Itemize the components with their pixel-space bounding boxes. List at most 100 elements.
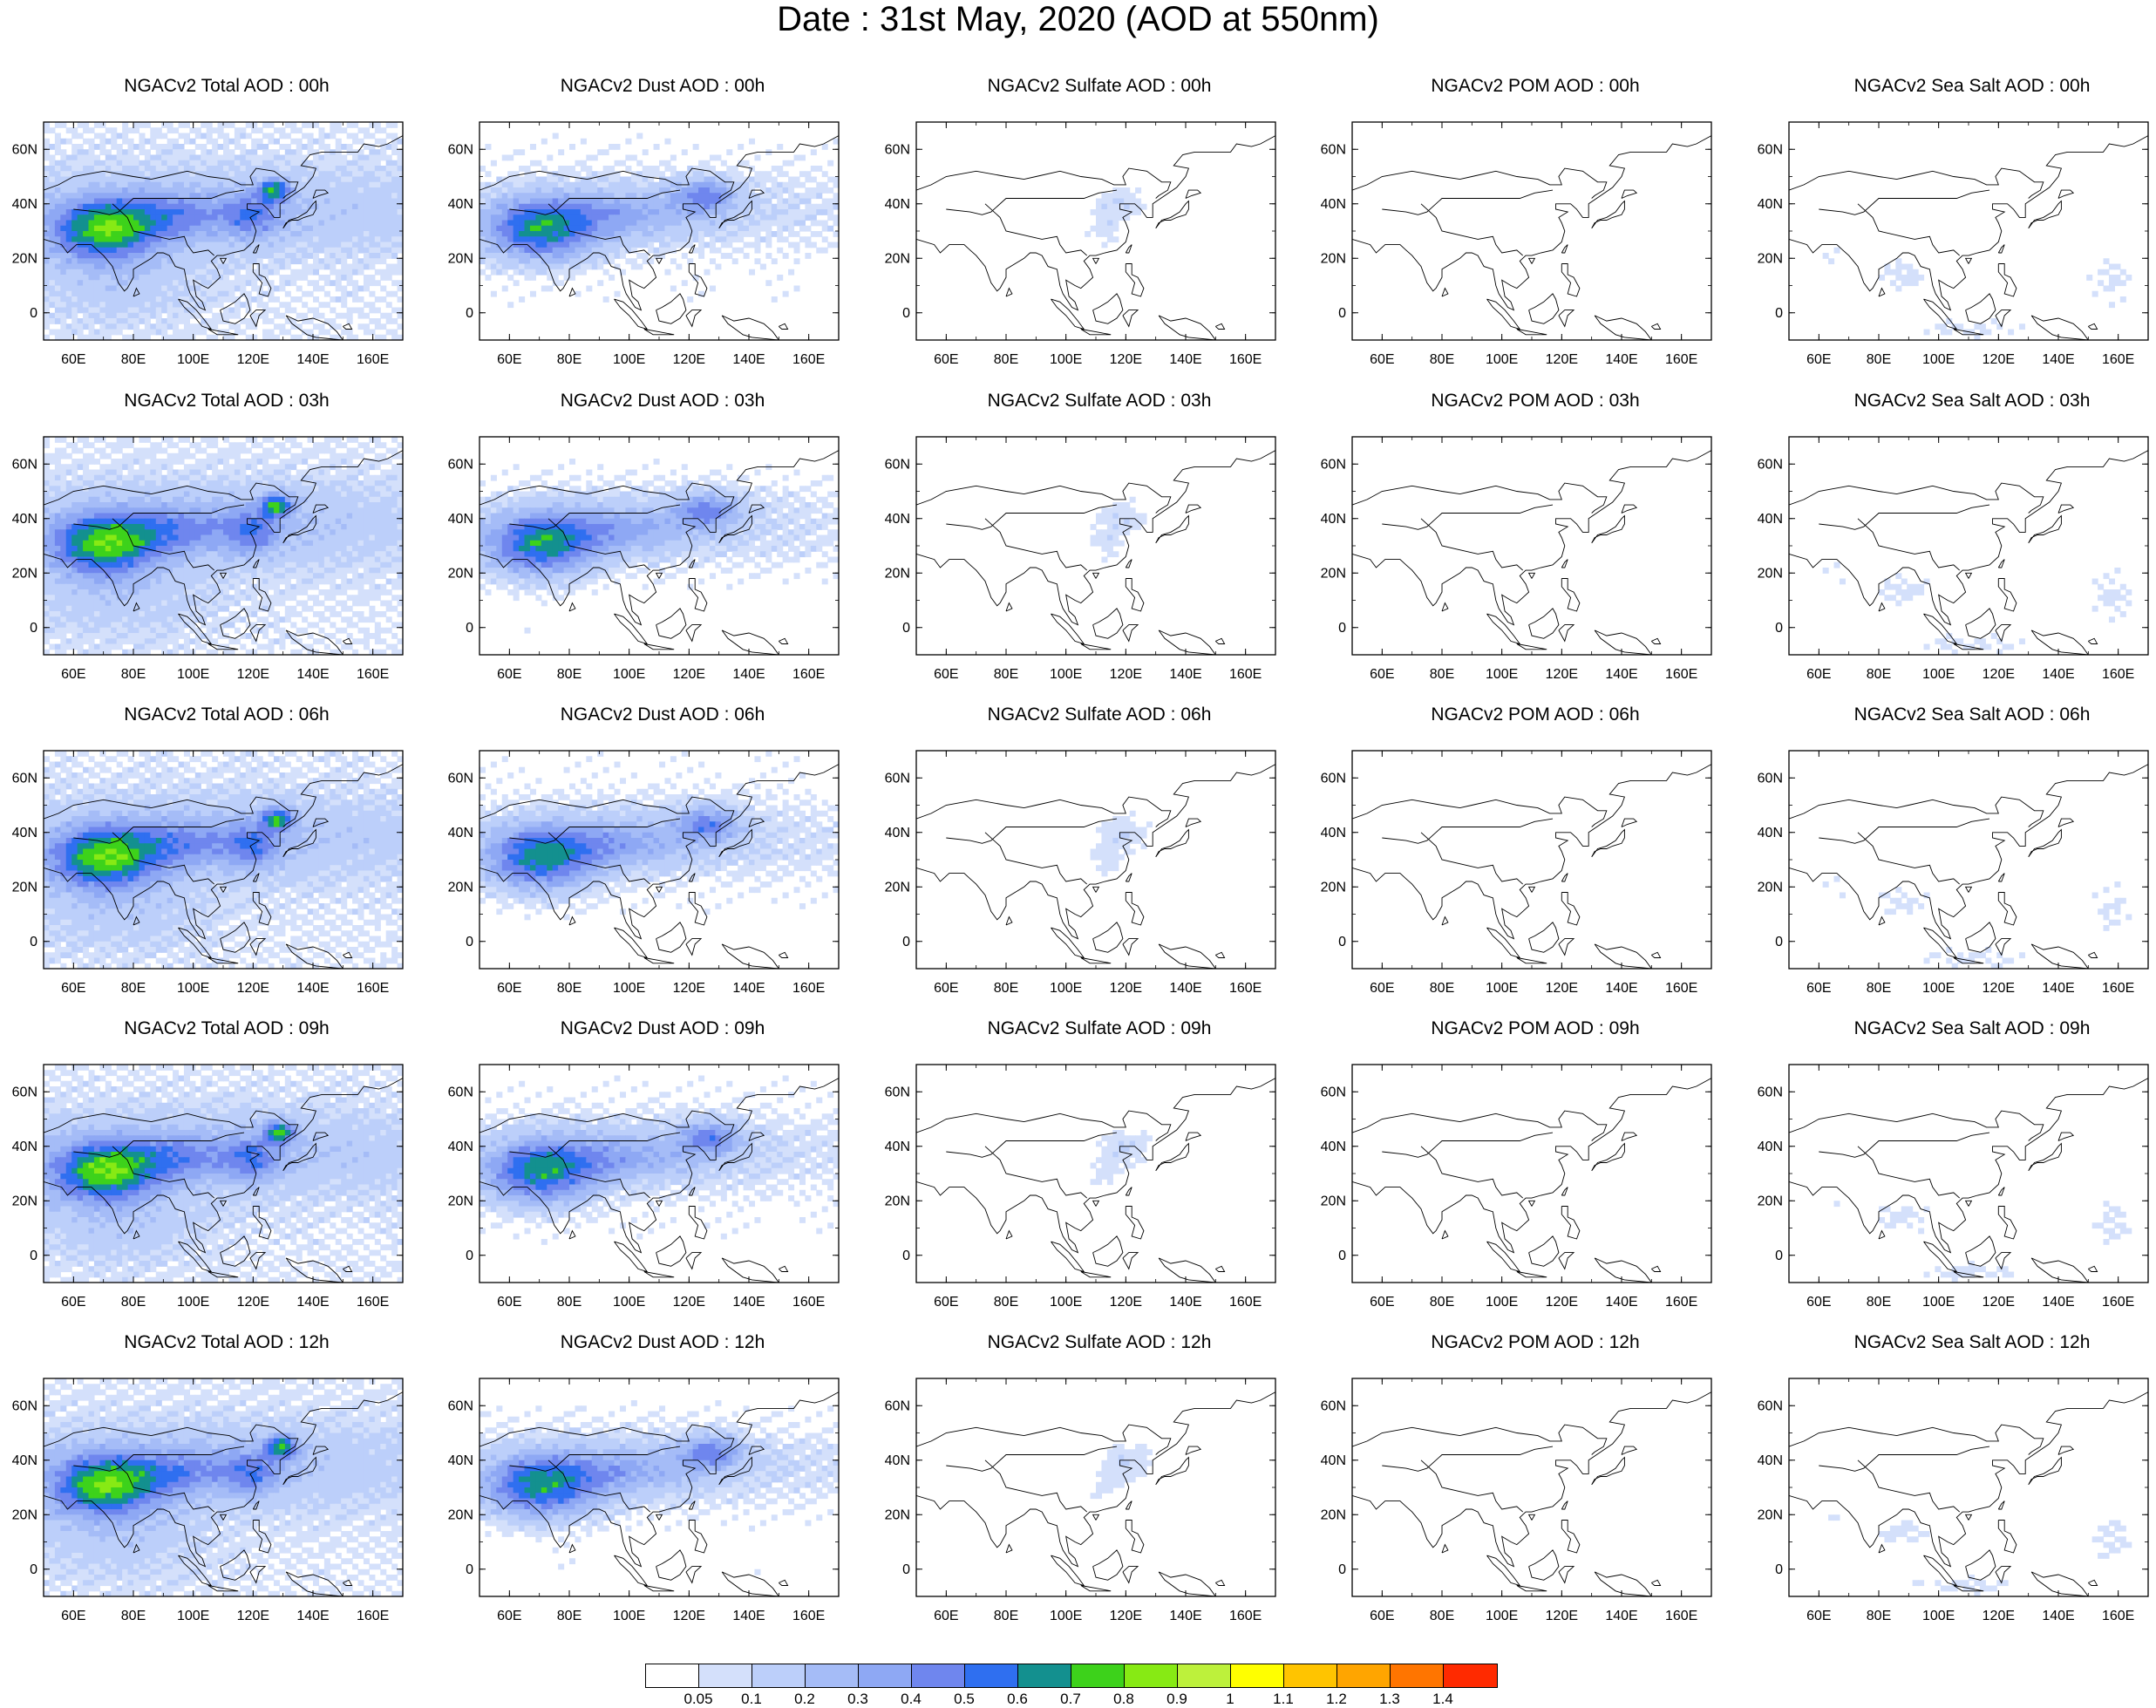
aod-field xyxy=(1823,876,2132,970)
lat-tick-label: 20N xyxy=(12,880,37,895)
lon-tick-label: 120E xyxy=(1983,981,2015,996)
colorbar-swatch xyxy=(1125,1664,1178,1687)
panel-title: NGACv2 Sea Salt AOD : 00h xyxy=(1789,75,2155,101)
lat-tick-label: 0 xyxy=(1338,1562,1346,1577)
lon-tick-label: 60E xyxy=(61,1609,85,1623)
coastline xyxy=(1352,1392,1711,1596)
colorbar-swatch xyxy=(1018,1664,1071,1687)
lon-tick-label: 60E xyxy=(1370,1295,1394,1310)
colorbar-swatch xyxy=(1284,1664,1337,1687)
lon-tick-label: 80E xyxy=(557,352,582,367)
panel-title: NGACv2 Dust AOD : 03h xyxy=(479,390,846,416)
panel-title: NGACv2 POM AOD : 00h xyxy=(1352,75,1718,101)
lon-tick-label: 120E xyxy=(673,981,705,996)
lat-tick-label: 60N xyxy=(1758,771,1783,786)
lon-tick-label: 140E xyxy=(296,352,329,367)
lon-tick-label: 140E xyxy=(1169,1295,1201,1310)
lat-tick-label: 60N xyxy=(1758,457,1783,472)
lat-tick-label: 60N xyxy=(448,142,473,157)
lon-tick-label: 160E xyxy=(1229,667,1262,682)
lat-tick-label: 0 xyxy=(30,1249,37,1263)
lon-tick-label: 140E xyxy=(732,667,765,682)
lat-tick-label: 0 xyxy=(902,306,910,321)
colorbar-label: 0.2 xyxy=(794,1691,815,1708)
lon-tick-label: 160E xyxy=(792,667,825,682)
lon-tick-label: 140E xyxy=(1169,1609,1201,1623)
lat-tick-label: 40N xyxy=(448,1140,473,1154)
aod-field xyxy=(1823,248,2132,341)
lon-tick-label: 140E xyxy=(2042,981,2074,996)
lat-tick-label: 20N xyxy=(885,566,910,581)
lon-tick-label: 120E xyxy=(1983,1609,2015,1623)
lon-tick-label: 120E xyxy=(1546,352,1578,367)
aod-field xyxy=(44,1065,404,1283)
colorbar-swatch xyxy=(859,1664,912,1687)
lat-tick-label: 60N xyxy=(12,1398,37,1413)
colorbar-swatch xyxy=(1071,1664,1125,1687)
lon-tick-label: 140E xyxy=(2042,1609,2074,1623)
lat-tick-label: 0 xyxy=(466,306,473,321)
lon-tick-label: 140E xyxy=(1605,352,1637,367)
lon-tick-label: 160E xyxy=(1665,352,1697,367)
lon-tick-label: 100E xyxy=(613,1609,645,1623)
lat-tick-label: 40N xyxy=(885,1453,910,1468)
lon-tick-label: 80E xyxy=(994,352,1018,367)
lon-tick-label: 140E xyxy=(296,1609,329,1623)
aod-field xyxy=(1091,811,1153,877)
lon-tick-label: 140E xyxy=(296,667,329,682)
lat-tick-label: 60N xyxy=(885,457,910,472)
colorbar-label: 1.4 xyxy=(1432,1691,1453,1708)
lon-tick-label: 120E xyxy=(237,1295,269,1310)
panel-title: NGACv2 Total AOD : 03h xyxy=(44,390,410,416)
colorbar-swatch xyxy=(646,1664,699,1687)
aod-field xyxy=(44,1378,404,1597)
lon-tick-label: 120E xyxy=(1983,667,2015,682)
lon-tick-label: 120E xyxy=(1546,1609,1578,1623)
lat-tick-label: 20N xyxy=(1758,251,1783,266)
lon-tick-label: 140E xyxy=(296,981,329,996)
lon-tick-label: 160E xyxy=(792,1609,825,1623)
lat-tick-label: 60N xyxy=(885,1398,910,1413)
lat-tick-label: 0 xyxy=(30,306,37,321)
colorbar-swatch xyxy=(1444,1664,1497,1687)
lat-tick-label: 40N xyxy=(12,512,37,527)
lon-tick-label: 60E xyxy=(934,1295,958,1310)
colorbar-label: 0.1 xyxy=(741,1691,762,1708)
lon-tick-label: 60E xyxy=(1370,981,1394,996)
lon-tick-label: 80E xyxy=(121,981,146,996)
lon-tick-label: 140E xyxy=(732,1609,765,1623)
lat-tick-label: 20N xyxy=(448,1507,473,1522)
lat-tick-label: 20N xyxy=(448,1194,473,1208)
lon-tick-label: 140E xyxy=(732,981,765,996)
colorbar-label: 1.2 xyxy=(1326,1691,1347,1708)
coastline xyxy=(1789,136,2148,340)
lon-tick-label: 120E xyxy=(1546,1295,1578,1310)
lon-tick-label: 140E xyxy=(1605,1609,1637,1623)
colorbar-swatch xyxy=(806,1664,859,1687)
panel-title: NGACv2 Dust AOD : 06h xyxy=(479,704,846,730)
lat-tick-label: 60N xyxy=(448,1085,473,1099)
lon-tick-label: 60E xyxy=(497,1295,521,1310)
lon-tick-label: 160E xyxy=(792,352,825,367)
lat-tick-label: 0 xyxy=(902,1249,910,1263)
lat-tick-label: 40N xyxy=(12,1140,37,1154)
lat-tick-label: 20N xyxy=(1321,880,1346,895)
